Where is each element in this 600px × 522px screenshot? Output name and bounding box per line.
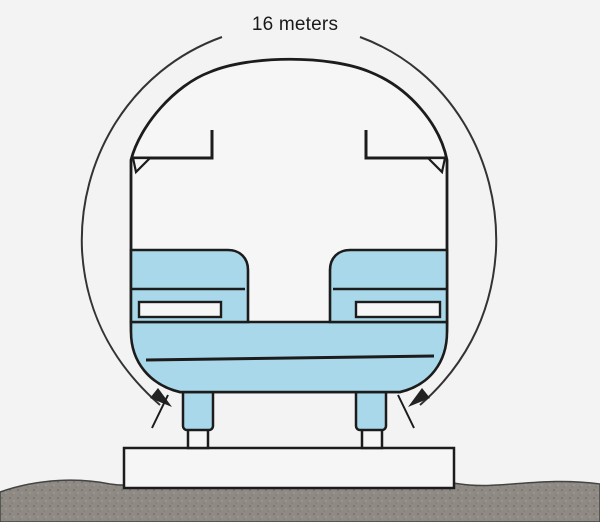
dimension-label: 16 meters bbox=[251, 14, 339, 35]
foundation-slab bbox=[122, 446, 456, 490]
luggage-rack-right bbox=[364, 130, 447, 160]
support-leg-left bbox=[181, 386, 215, 432]
dimension-arc-right bbox=[359, 36, 498, 406]
luggage-rack-left-brace bbox=[131, 156, 153, 175]
clearance-tick-right bbox=[397, 394, 415, 429]
dimension-arrowhead-left bbox=[150, 388, 172, 407]
luggage-rack-right-brace bbox=[425, 156, 447, 175]
support-leg-right bbox=[354, 386, 388, 432]
seat-left-armrest bbox=[137, 300, 223, 319]
luggage-rack-left bbox=[131, 130, 214, 160]
clearance-tick-left bbox=[151, 394, 169, 429]
dimension-arrowhead-right bbox=[408, 388, 430, 407]
seat-right-armrest bbox=[354, 300, 442, 319]
chassis-stripe bbox=[145, 354, 435, 362]
dimension-arc-left bbox=[80, 36, 223, 406]
